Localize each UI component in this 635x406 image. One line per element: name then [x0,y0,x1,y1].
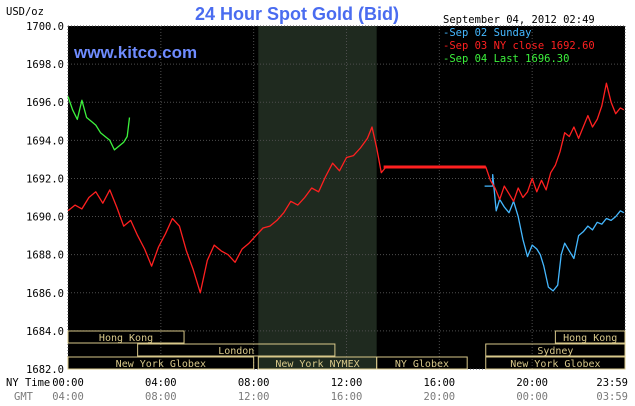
y-tick-label: 1696.0 [26,97,64,109]
y-tick-label: 1684.0 [26,326,64,338]
y-tick-label: 1688.0 [26,250,64,262]
y-tick-label: 1690.0 [26,212,64,224]
y-unit-label: USD/oz [6,6,44,18]
x-tick-label: 12:00 [331,377,363,389]
session-label: London [218,346,254,357]
x-tick-label: 16:00 [424,377,456,389]
x-tick-gmt-label: 08:00 [145,391,177,403]
y-axis-ticks: 1700.0 1698.0 1696.0 1694.0 1692.0 1690.0 1688… [26,21,64,376]
session-label: New York Globex [510,359,600,370]
x-tick-label: 00:00 [52,377,84,389]
x-tick-gmt-label: 20:00 [424,391,456,403]
x-tick-gmt-label: 04:00 [52,391,84,403]
x-tick-label: 04:00 [145,377,177,389]
session-bar [376,356,468,370]
session-bar [67,356,255,370]
session-bar [67,330,185,344]
session-label: NY Globex [395,359,449,370]
legend: -Sep 02 Sunday-Sep 03 NY close 1692.60-S… [443,27,595,65]
x-axis-ticks: 00:00 04:00 08:00 12:00 16:00 20:00 23:59 04:00… [52,377,628,403]
x-tick-label: 20:00 [516,377,548,389]
nymex-shade [258,26,377,369]
y-tick-label: 1686.0 [26,288,64,300]
series-line-3 [67,96,131,151]
timestamp: September 04, 2012 02:49 [443,14,595,26]
series-lines [67,82,625,294]
y-tick-label: 1694.0 [26,135,64,147]
session-bar [485,356,626,370]
x-tick-gmt-label: 00:00 [516,391,548,403]
series-line-1 [484,173,625,292]
gmt-label: GMT [14,391,34,403]
ny-time-label: NY Time [6,377,50,389]
x-tick-label: 08:00 [238,377,270,389]
session-bar [554,330,626,344]
session-label: New York Globex [116,359,206,370]
legend-entry: -Sep 02 Sunday [443,27,532,39]
legend-entry: -Sep 03 NY close 1692.60 [443,40,595,52]
market-sessions: Hong Kong London New York Globex New York N… [67,330,626,370]
x-tick-label: 23:59 [596,377,628,389]
x-tick-gmt-label: 12:00 [238,391,270,403]
y-tick-label: 1682.0 [26,364,64,376]
nymex-shade-region [258,26,377,369]
session-bar [485,343,626,357]
x-tick-gmt-label: 16:00 [331,391,363,403]
legend-entry: -Sep 04 Last 1696.30 [443,53,569,65]
session-label: Hong Kong [99,333,153,344]
chart-title: 24 Hour Spot Gold (Bid) [195,4,399,24]
session-label: New York NYMEX [275,359,359,370]
kitco-watermark: www.kitco.com [73,43,197,62]
y-tick-label: 1700.0 [26,21,64,33]
session-bar [137,343,336,357]
grid [67,25,626,370]
series-line-2 [67,82,625,294]
y-tick-label: 1692.0 [26,173,64,185]
y-tick-label: 1698.0 [26,59,64,71]
session-label: Hong Kong [563,333,617,344]
session-label: Sydney [537,346,573,357]
x-tick-gmt-label: 03:59 [596,391,628,403]
